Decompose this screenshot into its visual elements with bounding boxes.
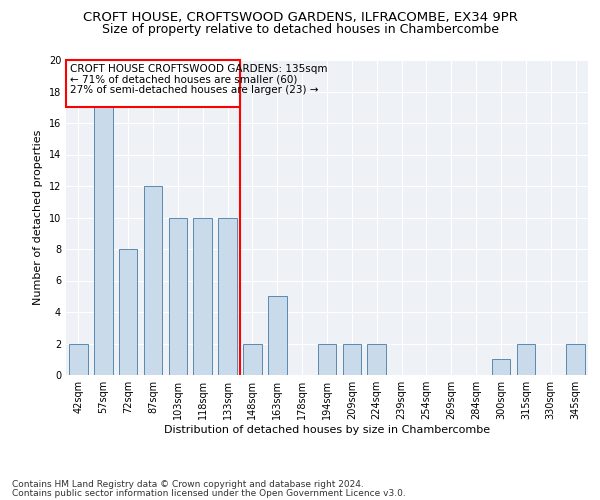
Bar: [268, 296, 287, 375]
Bar: [343, 344, 361, 375]
Text: Contains public sector information licensed under the Open Government Licence v3: Contains public sector information licen…: [12, 488, 406, 498]
Bar: [218, 218, 237, 375]
Bar: [169, 218, 187, 375]
Bar: [367, 344, 386, 375]
Text: ← 71% of detached houses are smaller (60): ← 71% of detached houses are smaller (60…: [70, 74, 297, 84]
Bar: [317, 344, 337, 375]
Y-axis label: Number of detached properties: Number of detached properties: [33, 130, 43, 305]
Bar: [119, 249, 137, 375]
Text: CROFT HOUSE CROFTSWOOD GARDENS: 135sqm: CROFT HOUSE CROFTSWOOD GARDENS: 135sqm: [70, 64, 327, 74]
Bar: [566, 344, 585, 375]
FancyBboxPatch shape: [66, 60, 240, 108]
Bar: [69, 344, 88, 375]
Bar: [491, 359, 511, 375]
X-axis label: Distribution of detached houses by size in Chambercombe: Distribution of detached houses by size …: [164, 425, 490, 435]
Text: Size of property relative to detached houses in Chambercombe: Size of property relative to detached ho…: [101, 22, 499, 36]
Text: 27% of semi-detached houses are larger (23) →: 27% of semi-detached houses are larger (…: [70, 85, 318, 95]
Text: Contains HM Land Registry data © Crown copyright and database right 2024.: Contains HM Land Registry data © Crown c…: [12, 480, 364, 489]
Bar: [243, 344, 262, 375]
Bar: [94, 108, 113, 375]
Bar: [193, 218, 212, 375]
Text: CROFT HOUSE, CROFTSWOOD GARDENS, ILFRACOMBE, EX34 9PR: CROFT HOUSE, CROFTSWOOD GARDENS, ILFRACO…: [83, 11, 517, 24]
Bar: [517, 344, 535, 375]
Bar: [143, 186, 163, 375]
